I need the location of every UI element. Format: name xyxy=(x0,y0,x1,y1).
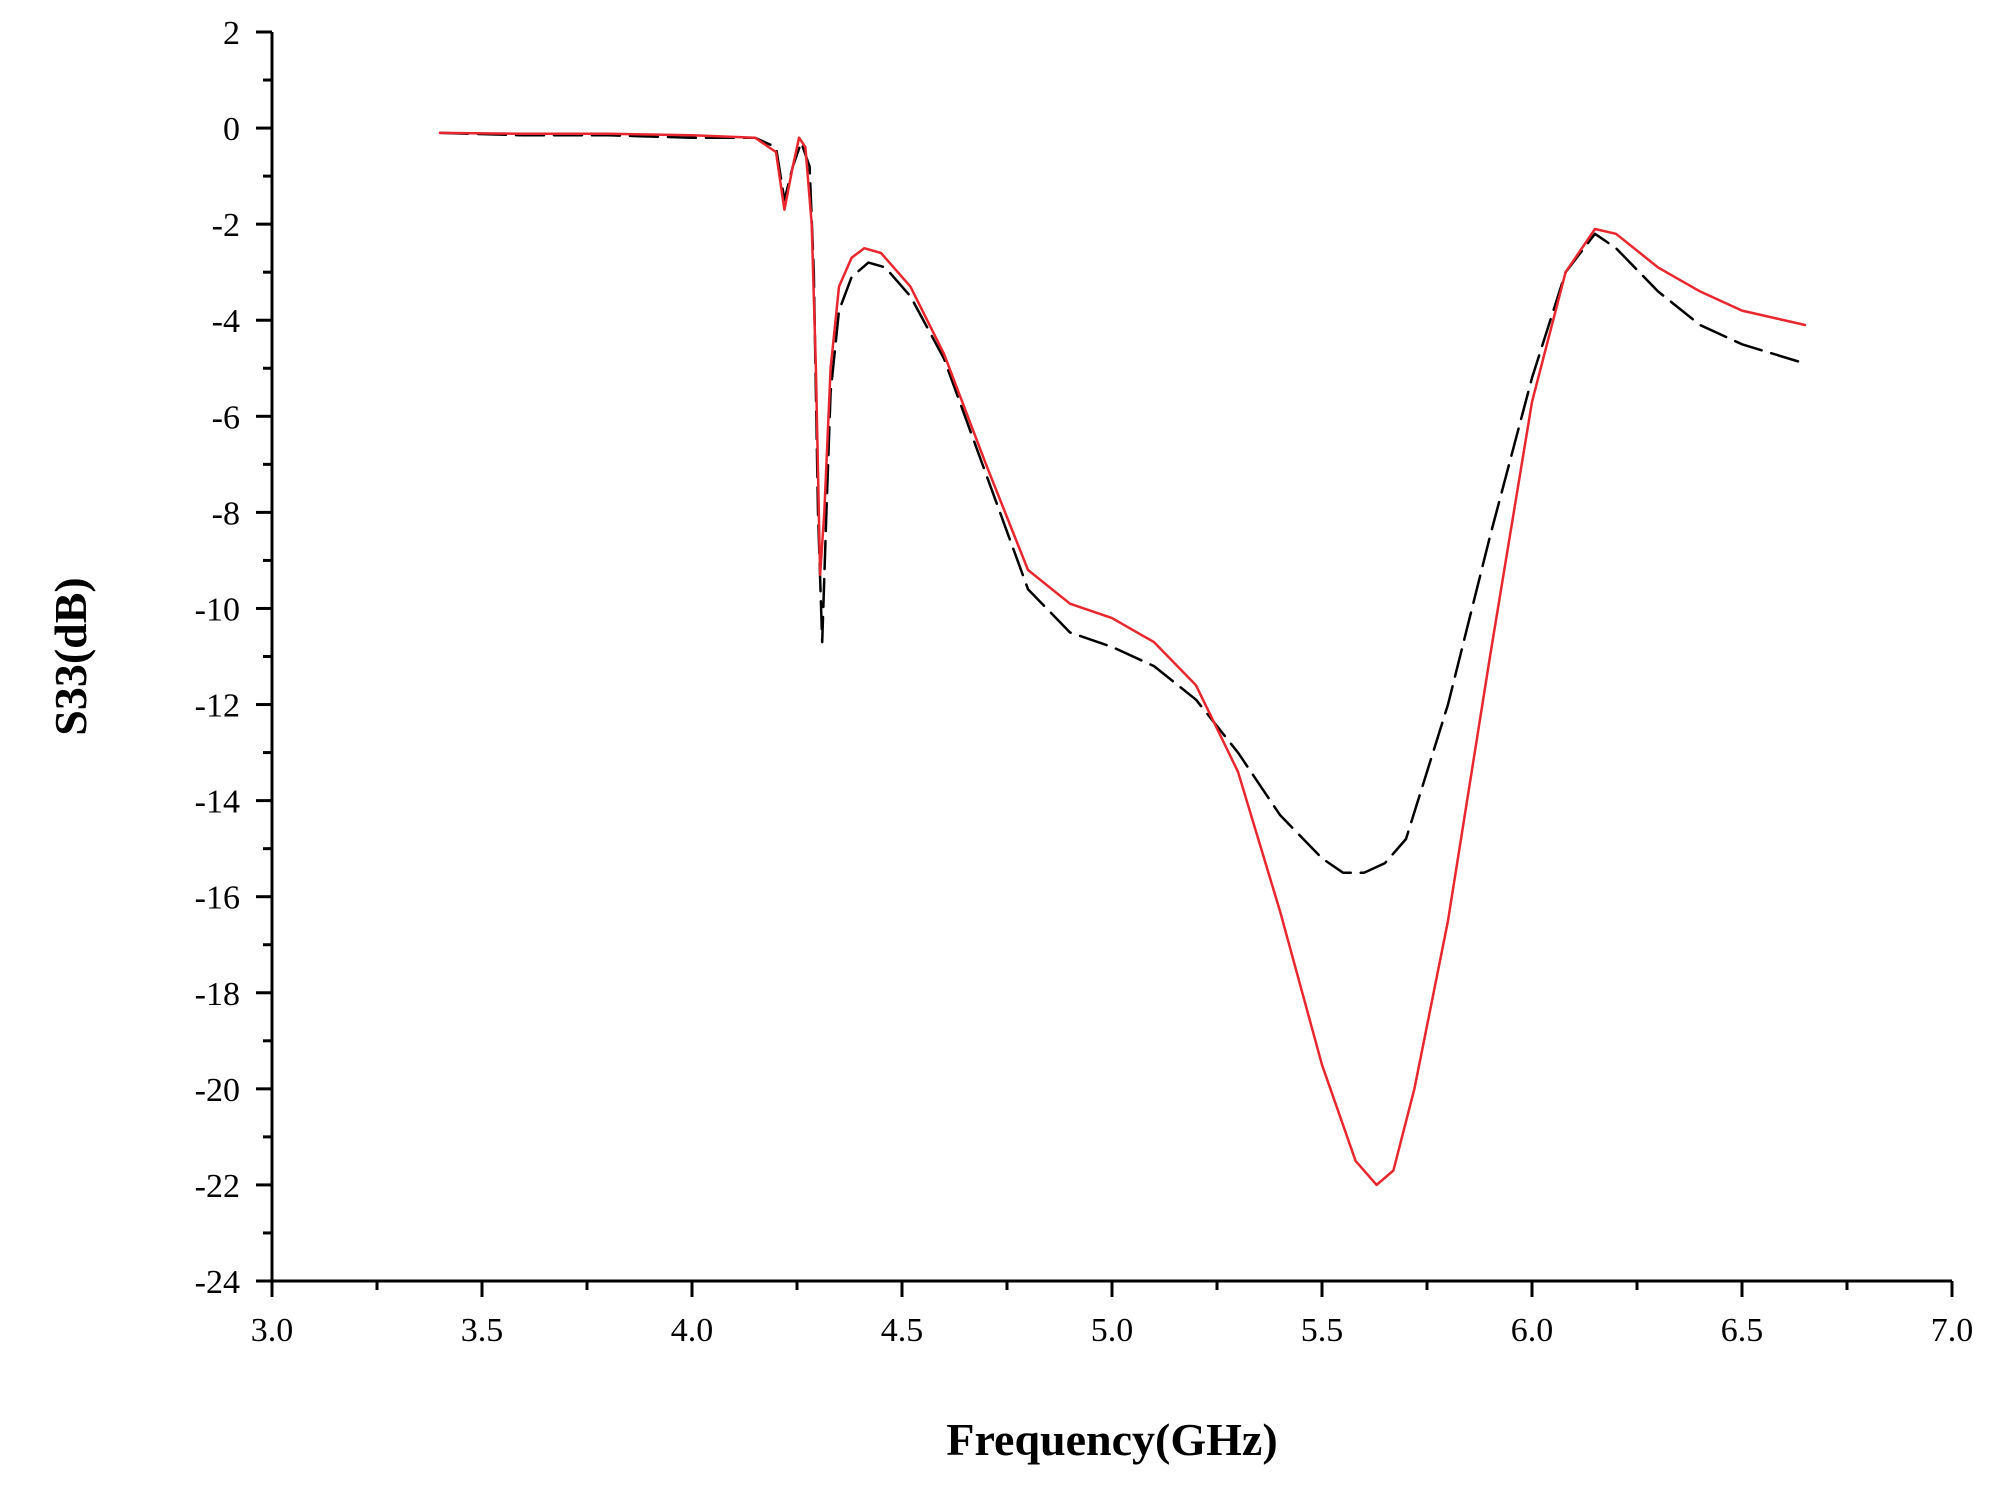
y-axis-title: S33(dB) xyxy=(45,577,96,735)
x-tick-label: 5.0 xyxy=(1091,1312,1134,1349)
y-tick-label: -10 xyxy=(195,591,240,628)
x-axis-title: Frequency(GHz) xyxy=(946,1414,1277,1465)
x-tick-label: 3.0 xyxy=(251,1312,294,1349)
y-tick-label: -24 xyxy=(195,1264,240,1301)
y-tick-label: -2 xyxy=(212,207,240,244)
series-line-1 xyxy=(438,131,1807,874)
x-tick-label: 5.5 xyxy=(1301,1312,1344,1349)
y-tick-label: 0 xyxy=(223,111,240,148)
y-tick-label: -12 xyxy=(195,688,240,725)
y-tick-label: -16 xyxy=(195,880,240,917)
x-tick-label: 4.0 xyxy=(671,1312,714,1349)
x-tick-label: 6.5 xyxy=(1721,1312,1764,1349)
y-ticks: 2 0 -2 -4 -6 -8 -10 -12 -14 -16 -18 -20 -22 -24 xyxy=(195,15,272,1301)
series-line-2 xyxy=(438,131,1807,1187)
y-tick-label: -14 xyxy=(195,784,240,821)
x-ticks: 3.0 3.5 4.0 4.5 5.0 5.5 6.0 6.5 7.0 xyxy=(251,1281,1974,1349)
x-tick-label: 7.0 xyxy=(1931,1312,1974,1349)
x-tick-label: 6.0 xyxy=(1511,1312,1554,1349)
y-tick-label: -22 xyxy=(195,1168,240,1205)
y-tick-label: -20 xyxy=(195,1072,240,1109)
y-tick-label: -6 xyxy=(212,399,240,436)
y-tick-label: -8 xyxy=(212,495,240,532)
y-tick-label: -4 xyxy=(212,303,240,340)
y-tick-label: 2 xyxy=(223,15,240,52)
y-tick-label: -18 xyxy=(195,976,240,1013)
plot-series xyxy=(438,131,1807,1187)
x-tick-label: 4.5 xyxy=(881,1312,924,1349)
x-tick-label: 3.5 xyxy=(461,1312,504,1349)
